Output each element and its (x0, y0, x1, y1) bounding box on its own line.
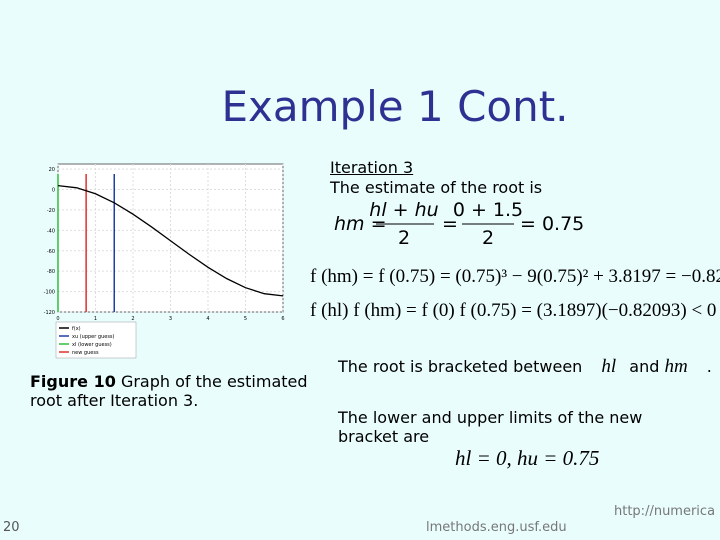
limits-equation: hl = 0, hu = 0.75 (455, 446, 600, 470)
eq-text: hm = (334, 213, 387, 235)
y-tick-label: 0 (52, 188, 55, 194)
footer-url: http://numerica (614, 504, 716, 519)
x-tick-label: 4 (206, 316, 209, 322)
legend-box (55, 321, 137, 359)
y-tick-label: -20 (47, 208, 55, 214)
eq-text: 2 (398, 227, 410, 249)
y-tick-label: -120 (44, 310, 55, 316)
x-tick-label: 3 (169, 316, 172, 322)
symbol: hl (601, 356, 617, 377)
text: The root is bracketed between (338, 357, 583, 376)
legend-label: new guess (72, 350, 99, 356)
text: . (706, 357, 712, 376)
footer-url: lmethods.eng.usf.edu (426, 520, 567, 535)
x-tick-label: 5 (244, 316, 247, 322)
eq-text: = (442, 213, 458, 235)
caption: Figure 10 Graph of the estimated root af… (30, 372, 320, 410)
eq-text: hl + hu (369, 199, 438, 221)
caption-text: Graph of the estimated root after Iterat… (30, 372, 308, 410)
text: and (629, 357, 660, 376)
curve (57, 184, 284, 297)
x-tick-label: 2 (131, 316, 134, 322)
eq-text: 0 + 1.5 (453, 199, 523, 221)
limits-text: The lower and upper limits of the new br… (338, 408, 643, 446)
y-tick-label: 20 (49, 167, 55, 173)
x-tick-label: 6 (281, 316, 284, 322)
equation: f (hm) = f (0.75) = (0.75)³ − 9(0.75)² +… (310, 266, 720, 287)
caption-label: Figure 10 (30, 372, 116, 391)
hm-equation: hm = hl + hu 2 = 0 + 1.5 2 = 0.75 (334, 199, 584, 249)
symbol: hm (664, 356, 688, 377)
x-tick-label: 1 (94, 316, 97, 322)
eq-text: 2 (482, 227, 494, 249)
y-tick-label: -80 (47, 269, 55, 275)
legend-label: xu (upper guess) (72, 334, 115, 340)
intro: The estimate of the root is (330, 178, 543, 197)
slide-title: Example 1 Cont. (221, 82, 569, 131)
page-number: 20 (3, 520, 20, 535)
legend-label: xl (lower guess) (72, 342, 112, 348)
x-tick-label: 0 (56, 316, 59, 322)
bracket-line: The root is bracketed between hl and hm … (338, 357, 712, 376)
y-tick-label: -60 (47, 249, 55, 255)
y-tick-label: -100 (44, 290, 55, 296)
eq-text: = 0.75 (520, 213, 584, 235)
heading: Iteration 3 (330, 158, 414, 177)
equation: f (hl) f (hm) = f (0) f (0.75) = (3.1897… (310, 300, 717, 321)
y-tick-label: -40 (47, 228, 55, 234)
legend-label: f(x) (72, 326, 81, 332)
